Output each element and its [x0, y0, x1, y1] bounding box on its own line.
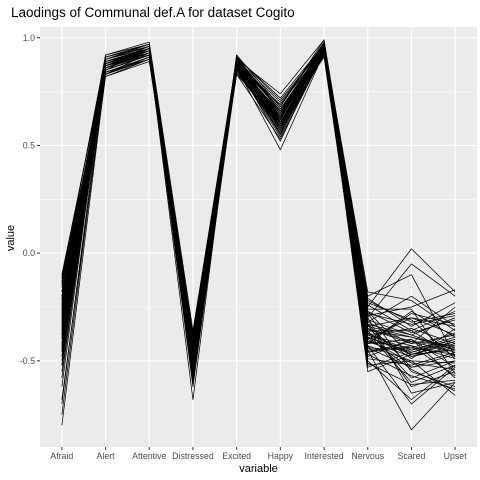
x-tick-label: Upset: [444, 451, 468, 461]
series-line: [61, 43, 456, 360]
x-tick-label: Nervous: [351, 451, 384, 461]
x-tick-label: Alert: [97, 451, 116, 461]
series-lines: [61, 39, 456, 431]
x-tick-label: Scared: [398, 451, 426, 461]
x-axis-title: variable: [239, 463, 278, 475]
series-line: [61, 46, 456, 364]
y-tick-label: -0.5: [20, 356, 35, 366]
series-line: [61, 54, 456, 366]
series-line: [61, 48, 456, 368]
y-axis-title: value: [5, 225, 17, 251]
y-tick-label: 0.0: [23, 248, 35, 258]
y-tick-label: 1.0: [23, 33, 35, 43]
x-tick-label: Attentive: [132, 451, 166, 461]
x-tick-label: Excited: [222, 451, 251, 461]
series-line: [61, 48, 456, 360]
x-tick-label: Interested: [304, 451, 343, 461]
x-tick-label: Distressed: [172, 451, 214, 461]
x-axis: Afraid Alert Attentive Distressed Excited Hap…: [50, 447, 467, 461]
y-tick-label: 0.5: [23, 140, 35, 150]
x-tick-label: Afraid: [50, 451, 73, 461]
series-line: [61, 48, 456, 368]
chart-title: Laodings of Communal def.A for dataset C…: [11, 5, 295, 20]
series-line: [61, 41, 456, 357]
series-line: [61, 39, 456, 332]
x-tick-label: Happy: [268, 451, 294, 461]
y-axis: -0.5 0.0 0.5 1.0: [20, 33, 40, 366]
